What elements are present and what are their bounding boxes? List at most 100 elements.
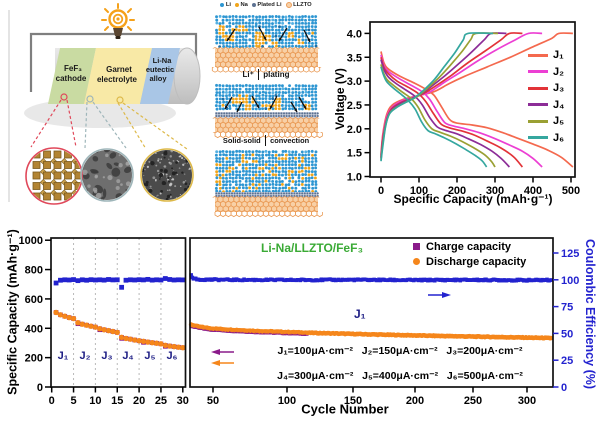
- tick-label: 20: [133, 395, 145, 407]
- ce-point: [141, 277, 146, 283]
- legend-item: J₄: [528, 97, 564, 114]
- ce-point: [123, 277, 129, 283]
- tick-label: 600: [25, 294, 43, 306]
- cycle-xlabel: Cycle Number: [301, 401, 389, 417]
- ce-point: [106, 277, 111, 282]
- schematic-after-convection: [211, 149, 324, 218]
- tick-label: 25: [155, 395, 167, 407]
- ce-point: [114, 277, 120, 283]
- legend-item: J₁: [528, 47, 564, 64]
- fef3-crystal-inset: [27, 149, 81, 203]
- legend-llzto: LLZTO: [285, 2, 312, 8]
- ce-point: [110, 277, 116, 283]
- ce-point: [88, 277, 94, 283]
- discharge-point: [149, 339, 155, 346]
- voltage-capacity-chart: 1.0 1.5 2.0 2.5 3.0 3.5 4.0 0 100 200 300 400 500: [347, 21, 580, 197]
- discharge-curve-J₅: [380, 64, 496, 168]
- convection-caption: Solid-solid convection: [222, 135, 310, 146]
- discharge-marker-icon: [413, 258, 420, 265]
- ce-point: [62, 277, 68, 283]
- electrolyte-label: Garnet: [106, 65, 132, 74]
- discharge-point: [162, 342, 169, 349]
- discharge-curve-J₂: [380, 54, 543, 168]
- tick-label: 1.0: [347, 172, 362, 184]
- discharge-point: [110, 328, 116, 335]
- discharge-point: [153, 340, 160, 346]
- discharge-curve-J₁: [380, 51, 574, 168]
- tick-label: 2.0: [347, 124, 362, 136]
- interface-schematic: [211, 14, 324, 218]
- cathode-label: cathode: [56, 74, 87, 83]
- electrolyte-slab: [84, 48, 152, 104]
- tick-label: 5: [70, 395, 76, 407]
- legend-item: J₅: [528, 113, 564, 130]
- llzto-dot-icon: [285, 2, 292, 8]
- ce-point: [132, 277, 138, 283]
- plating-caption: Li⁺ plating: [242, 69, 290, 80]
- ce-point: [162, 276, 168, 281]
- tick-label: 200: [25, 353, 43, 365]
- charge-curve-J₁: [380, 32, 573, 156]
- tick-label: 200: [406, 395, 424, 407]
- anode-label: Li-Na: [153, 56, 173, 65]
- tick-label: 3.5: [347, 52, 362, 64]
- tick-label: 2.5: [347, 100, 362, 112]
- discharge-point: [132, 337, 138, 343]
- ce-point: [171, 277, 177, 283]
- discharge-point: [57, 312, 64, 318]
- ce-point: [180, 277, 186, 283]
- tick-label: 25: [561, 355, 573, 367]
- legend-item: J₃: [528, 80, 564, 97]
- tick-label: 300: [486, 185, 504, 197]
- discharge-point: [175, 344, 182, 350]
- charge-curve-J₆: [380, 32, 494, 162]
- tick-label: 400: [524, 185, 542, 197]
- discharge-point: [114, 329, 120, 336]
- legend-na: Na: [234, 2, 248, 8]
- discharge-point: [88, 323, 94, 329]
- charge-marker-icon: [413, 243, 420, 250]
- discharge-curve-J₃: [380, 57, 524, 168]
- discharge-point: [166, 343, 173, 349]
- garnet-sem-inset: [82, 150, 132, 200]
- battery-diagram: FeF₃ cathode Garnet electrolyte Li-Na eu…: [8, 3, 201, 205]
- ce-point: [149, 277, 155, 283]
- ce-point: [101, 277, 107, 283]
- tick-label: 4.0: [347, 28, 362, 40]
- slab-labels: FeF₃ cathode Garnet electrolyte Li-Na eu…: [56, 56, 175, 84]
- legend-item: Charge capacity: [413, 239, 526, 254]
- discharge-point: [123, 335, 129, 342]
- tick-label: 15: [111, 395, 123, 407]
- ce-point: [79, 277, 85, 283]
- ce-point: [71, 277, 76, 282]
- anode-label: alloy: [149, 74, 167, 83]
- inset-cones: [30, 93, 188, 150]
- crystal-ring: [25, 147, 83, 205]
- discharge-point: [145, 339, 151, 345]
- tick-label: 125: [561, 248, 579, 260]
- ce-point: [66, 277, 72, 283]
- battery-shadow: [24, 98, 176, 128]
- discharge-point: [53, 309, 59, 316]
- legend-item: J₂: [528, 64, 564, 81]
- tick-label: 150: [344, 395, 362, 407]
- tick-label: 75: [561, 302, 573, 314]
- discharge-point: [171, 343, 177, 350]
- caption-divider: [264, 135, 267, 146]
- anode-slab: [140, 48, 180, 104]
- tick-label: 1.5: [347, 148, 362, 160]
- ce-point: [154, 277, 159, 283]
- discharge-point: [83, 322, 90, 328]
- discharge-point: [180, 344, 186, 351]
- cell-title: Li-Na/LLZTO/FeF₃: [261, 241, 363, 255]
- discharge-point: [127, 336, 134, 342]
- tick-label: 50: [561, 328, 573, 340]
- light-bulb-icon: [101, 3, 135, 39]
- tick-label: 100: [278, 395, 296, 407]
- discharge-point: [101, 327, 107, 333]
- tick-label: 500: [562, 185, 580, 197]
- tick-label: 200: [448, 185, 466, 197]
- schematic-before-plating: [211, 14, 324, 73]
- ce-point: [119, 284, 125, 290]
